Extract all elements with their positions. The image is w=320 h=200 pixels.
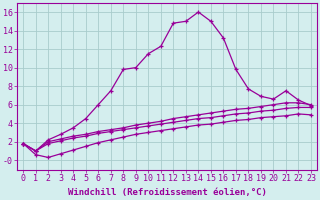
X-axis label: Windchill (Refroidissement éolien,°C): Windchill (Refroidissement éolien,°C) [68, 188, 267, 197]
